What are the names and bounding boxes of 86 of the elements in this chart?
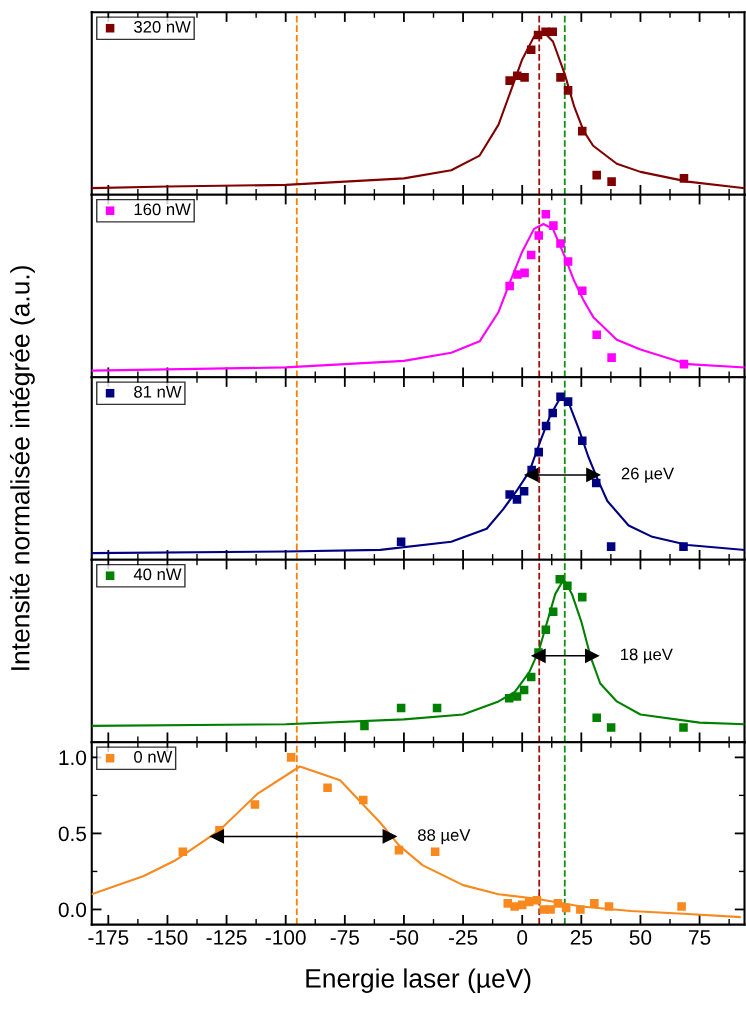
- x-tick-label: -150: [147, 930, 188, 945]
- point: [590, 899, 599, 908]
- point: [382, 829, 397, 844]
- point: [548, 27, 557, 37]
- x-tick-label: -125: [206, 930, 247, 945]
- point: [556, 73, 565, 82]
- point: [541, 209, 551, 219]
- point: [360, 721, 369, 731]
- point: [549, 221, 558, 230]
- x-tick-label: 25: [570, 930, 593, 945]
- point: [679, 542, 688, 551]
- point: [526, 45, 536, 54]
- point: [577, 286, 587, 296]
- point: [577, 126, 587, 136]
- point: [546, 905, 555, 914]
- point: [210, 829, 225, 844]
- point: [556, 392, 565, 402]
- point: [510, 902, 519, 911]
- point: [577, 436, 587, 445]
- annotation: 26 µeV: [621, 467, 675, 483]
- point: [520, 268, 529, 278]
- point: [592, 713, 601, 723]
- x-tick-label: -50: [389, 930, 419, 945]
- point: [531, 648, 546, 663]
- point: [563, 397, 573, 406]
- point: [534, 231, 544, 240]
- point: [577, 592, 587, 602]
- legend-label: 160 nW: [134, 203, 191, 216]
- point: [519, 486, 529, 496]
- point: [178, 847, 188, 856]
- x-tick-label: -100: [265, 930, 306, 945]
- point: [576, 905, 585, 914]
- y-tick-label: 0.5: [58, 826, 87, 842]
- point: [512, 692, 522, 701]
- point: [358, 795, 368, 805]
- point: [607, 353, 616, 362]
- x-tick-label: -25: [448, 930, 478, 945]
- point: [606, 723, 616, 732]
- y-tick-label: 1.0: [59, 750, 87, 766]
- point: [677, 902, 686, 911]
- point: [592, 170, 601, 180]
- point: [563, 257, 573, 266]
- legend-label: 40 nW: [133, 568, 182, 581]
- point: [286, 753, 296, 762]
- point: [532, 896, 542, 905]
- point: [520, 73, 529, 82]
- point: [548, 408, 557, 418]
- x-tick-label: 50: [629, 930, 652, 945]
- point: [250, 800, 260, 809]
- x-tick-label: 0: [517, 930, 528, 945]
- point: [555, 574, 565, 584]
- point: [585, 648, 599, 663]
- point: [586, 467, 601, 482]
- point: [679, 723, 688, 732]
- legend-label: 81 nW: [134, 385, 182, 398]
- point: [512, 495, 522, 504]
- point: [541, 625, 551, 635]
- x-tick-label: 75: [689, 930, 711, 945]
- point: [679, 174, 689, 183]
- point: [556, 239, 565, 248]
- annotation: 88 µeV: [418, 829, 471, 845]
- point: [396, 537, 406, 547]
- legend-label: 0 nW: [134, 750, 173, 763]
- x-axis-title: Energie laser (µeV): [306, 968, 531, 993]
- point: [563, 86, 573, 95]
- line-series: [91, 765, 741, 919]
- point: [524, 467, 539, 482]
- legend-label: 320 nW: [134, 20, 191, 33]
- point: [592, 330, 601, 340]
- point: [563, 581, 572, 591]
- point: [607, 177, 616, 186]
- point: [505, 281, 514, 291]
- point: [553, 899, 563, 908]
- annotation: 18 µeV: [621, 648, 673, 664]
- point: [430, 847, 440, 856]
- point: [604, 902, 614, 911]
- y-axis-title: Intensité normalisée intégrée (a.u.): [9, 266, 35, 670]
- point: [323, 783, 332, 793]
- y-tick-label: 0.0: [58, 902, 87, 918]
- point: [606, 542, 616, 551]
- x-tick-label: -75: [330, 930, 359, 945]
- point: [534, 447, 544, 457]
- point: [505, 76, 514, 85]
- point: [505, 490, 514, 499]
- point: [591, 478, 601, 488]
- x-tick-label: -175: [88, 930, 129, 945]
